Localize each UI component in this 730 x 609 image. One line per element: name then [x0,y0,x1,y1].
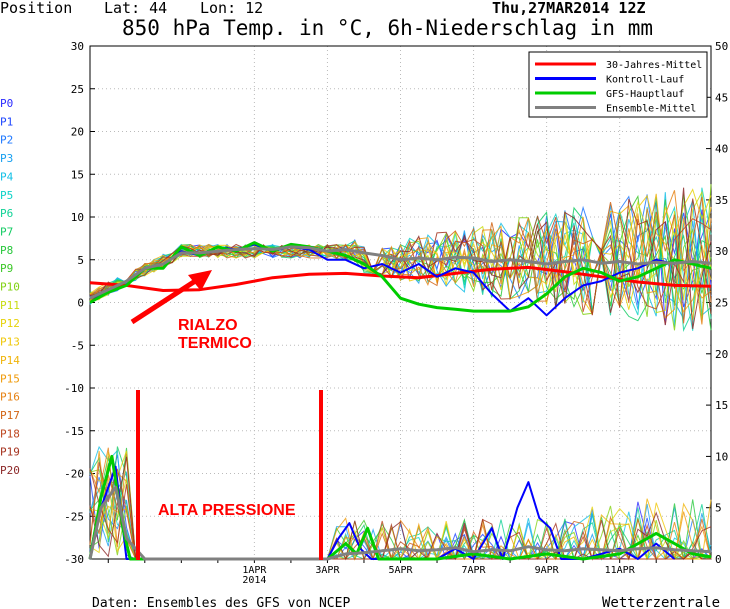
y-right-tick-label: 40 [715,143,728,156]
member-label: P3 [0,152,13,165]
x-tick-label: 3APR [315,565,340,576]
run-date: Thu,27MAR2014 12Z [492,0,646,17]
member-label: P15 [0,372,20,385]
axis-ticks [90,45,711,563]
x-year-label: 2014 [242,575,266,586]
y-tick-label: -20 [64,468,84,481]
ensemble-member-line [89,196,712,324]
member-label: P1 [0,115,13,128]
data-source: Daten: Ensembles des GFS von NCEP [92,596,350,609]
lat-label: Lat: 44 [104,0,167,17]
y-tick-label: -25 [64,510,84,523]
annotation-rialzo: RIALZO [178,317,238,334]
member-label: P20 [0,464,20,477]
member-label: P5 [0,189,13,202]
y-right-tick-label: 35 [715,194,728,207]
y-right-tick-label: 10 [715,450,728,463]
ensemble-member-line [89,193,712,313]
member-label: P9 [0,262,13,275]
member-label: P4 [0,170,14,183]
y-right-tick-label: 50 [715,40,728,53]
precip-line-808080 [88,485,712,561]
legend-label: Ensemble-Mittel [606,104,696,115]
member-label: P16 [0,391,20,404]
member-label: P18 [0,427,20,440]
y-right-tick-label: 20 [715,348,728,361]
y-right-tick-label: 25 [715,297,728,310]
legend: 30-Jahres-Mittel Kontroll-Lauf GFS-Hauptla… [535,60,702,115]
precip-line-00cc00 [88,454,712,561]
y-tick-label: -5 [71,339,84,352]
annotation-termico: TERMICO [178,335,252,352]
y-tick-label: 25 [71,83,84,96]
member-label: P11 [0,299,20,312]
temp-line-808080 [89,245,712,300]
y-right-tick-label: 5 [715,502,722,515]
ensemble-member-line [89,198,712,326]
brand-label: Wetterzentrale [602,595,720,609]
ensemble-member-line [89,190,712,325]
member-label: P10 [0,281,20,294]
legend-label: 30-Jahres-Mittel [606,60,702,71]
y-tick-label: 15 [71,168,84,181]
x-tick-label: 1APR [242,565,267,576]
member-label: P19 [0,446,20,459]
y-axis-left-labels: 30 25 20 15 10 5 0 -5 -10 -15 -20 -25 -30 [64,40,84,566]
y-tick-label: 30 [71,40,84,53]
y-tick-label: -15 [64,425,84,438]
y-tick-label: 0 [77,297,84,310]
lon-label: Lon: 12 [200,0,263,17]
position-label: Position [0,0,72,17]
annotation-arrow [130,273,205,325]
x-tick-label: 11APR [605,565,636,576]
member-label: P17 [0,409,20,422]
ensemble-member-line [89,214,712,312]
series-group [88,184,712,561]
annotation-alta-pressione: ALTA PRESSIONE [158,502,296,519]
y-tick-label: 10 [71,211,84,224]
y-right-tick-label: 30 [715,245,728,258]
y-tick-label: -30 [64,553,84,566]
member-label: P0 [0,97,13,110]
y-right-tick-label: 15 [715,399,728,412]
y-tick-label: 20 [71,126,84,139]
ensemble-member-labels: P0 P1 P2 P3 P4 P5 P6 P7 P8 P9 P10 P11 P12 P13 P14 P15 P1… [0,97,20,477]
y-tick-label: -10 [64,382,84,395]
annotation-arrowhead [188,270,212,291]
chart-title: 850 hPa Temp. in °C, 6h-Niederschlag in … [122,16,653,40]
member-label: P8 [0,244,13,257]
member-label: P7 [0,225,13,238]
x-tick-label: 9APR [535,565,560,576]
y-right-tick-label: 0 [715,553,722,566]
y-right-tick-label: 45 [715,91,728,104]
member-label: P14 [0,354,20,367]
x-tick-label: 7APR [462,565,487,576]
legend-label: GFS-Hauptlauf [606,89,684,100]
member-label: P6 [0,207,13,220]
member-label: P2 [0,134,13,147]
legend-label: Kontroll-Lauf [606,75,684,86]
y-tick-label: 5 [77,254,84,267]
member-label: P12 [0,317,20,330]
x-axis-labels: 1APR 3APR 5APR 7APR 9APR 11APR 2014 [242,565,635,586]
x-tick-label: 5APR [388,565,413,576]
member-label: P13 [0,336,20,349]
